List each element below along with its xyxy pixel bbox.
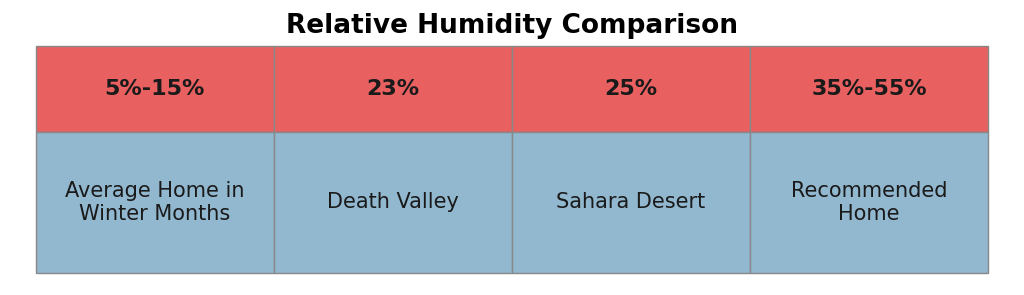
Text: Death Valley: Death Valley bbox=[327, 192, 459, 212]
Text: Sahara Desert: Sahara Desert bbox=[556, 192, 706, 212]
Text: 35%-55%: 35%-55% bbox=[811, 79, 927, 99]
Text: Average Home in
Winter Months: Average Home in Winter Months bbox=[66, 181, 245, 224]
Text: 25%: 25% bbox=[604, 79, 657, 99]
Text: 5%-15%: 5%-15% bbox=[104, 79, 205, 99]
Text: Recommended
Home: Recommended Home bbox=[791, 181, 947, 224]
Text: Relative Humidity Comparison: Relative Humidity Comparison bbox=[286, 13, 738, 39]
Text: 23%: 23% bbox=[367, 79, 420, 99]
